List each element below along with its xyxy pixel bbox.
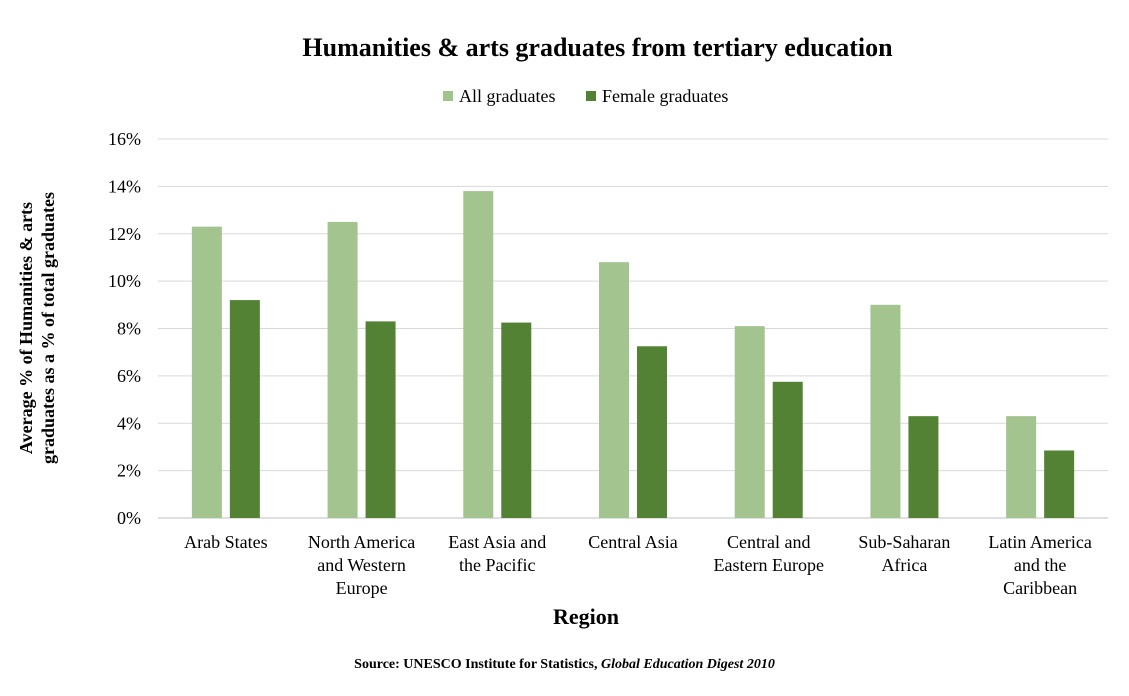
x-tick-label: and Western — [317, 555, 406, 575]
y-tick-label: 4% — [117, 413, 141, 433]
bar-all-5 — [870, 304, 901, 518]
bar-female-3 — [637, 346, 667, 518]
bar-female-2 — [501, 322, 532, 518]
bar-female-4 — [772, 381, 803, 518]
chart-title: Humanities & arts graduates from tertiar… — [302, 33, 893, 62]
bar-female-6 — [1044, 450, 1075, 518]
bar-all-4 — [734, 326, 765, 518]
x-tick-label: Caribbean — [1003, 578, 1077, 598]
bar-female-1 — [365, 321, 396, 518]
x-axis-label: Region — [553, 604, 619, 629]
y-tick-label: 2% — [117, 461, 141, 481]
bar-all-6 — [1006, 416, 1037, 518]
y-tick-label: 12% — [108, 224, 141, 244]
x-tick-label: Sub-Saharan — [858, 532, 950, 552]
bar-female-0 — [229, 300, 260, 518]
x-tick-label: East Asia and — [448, 532, 546, 552]
y-tick-label: 0% — [117, 508, 141, 528]
legend-swatch-all — [443, 91, 453, 101]
y-tick-label: 8% — [117, 319, 141, 339]
legend: All graduates Female graduates — [443, 85, 754, 107]
source-note: Source: UNESCO Institute for Statistics,… — [0, 657, 1129, 673]
bar-all-2 — [463, 191, 494, 519]
x-tick-label: Central Asia — [588, 532, 677, 552]
y-tick-label: 16% — [108, 129, 141, 149]
legend-label-female: Female graduates — [601, 85, 729, 106]
legend-swatch-female — [585, 91, 596, 101]
source-prefix: Source: UNESCO Institute for Statistics, — [354, 657, 598, 672]
x-tick-label: Central and — [727, 532, 810, 552]
x-tick-label: Latin America — [988, 532, 1091, 552]
x-tick-label: and the — [1014, 555, 1066, 575]
x-tick-label: Africa — [881, 555, 927, 575]
y-tick-label: 6% — [117, 366, 141, 386]
legend-item-all: All graduates — [443, 86, 555, 107]
bar-all-0 — [191, 226, 222, 519]
x-tick-label: Eastern Europe — [713, 555, 823, 575]
x-tick-label: Europe — [336, 578, 388, 598]
bar-female-5 — [908, 416, 939, 518]
x-tick-label: North America — [308, 532, 415, 552]
x-tick-label: Arab States — [184, 532, 267, 552]
bar-all-3 — [599, 262, 629, 518]
y-tick-label: 10% — [108, 271, 141, 291]
bar-all-1 — [327, 221, 358, 518]
y-tick-label: 14% — [108, 176, 141, 196]
legend-item-female: Female graduates — [585, 85, 729, 107]
x-tick-label: the Pacific — [459, 555, 535, 575]
legend-label-all: All graduates — [459, 85, 556, 106]
source-publication: Global Education Digest 2010 — [600, 657, 775, 672]
